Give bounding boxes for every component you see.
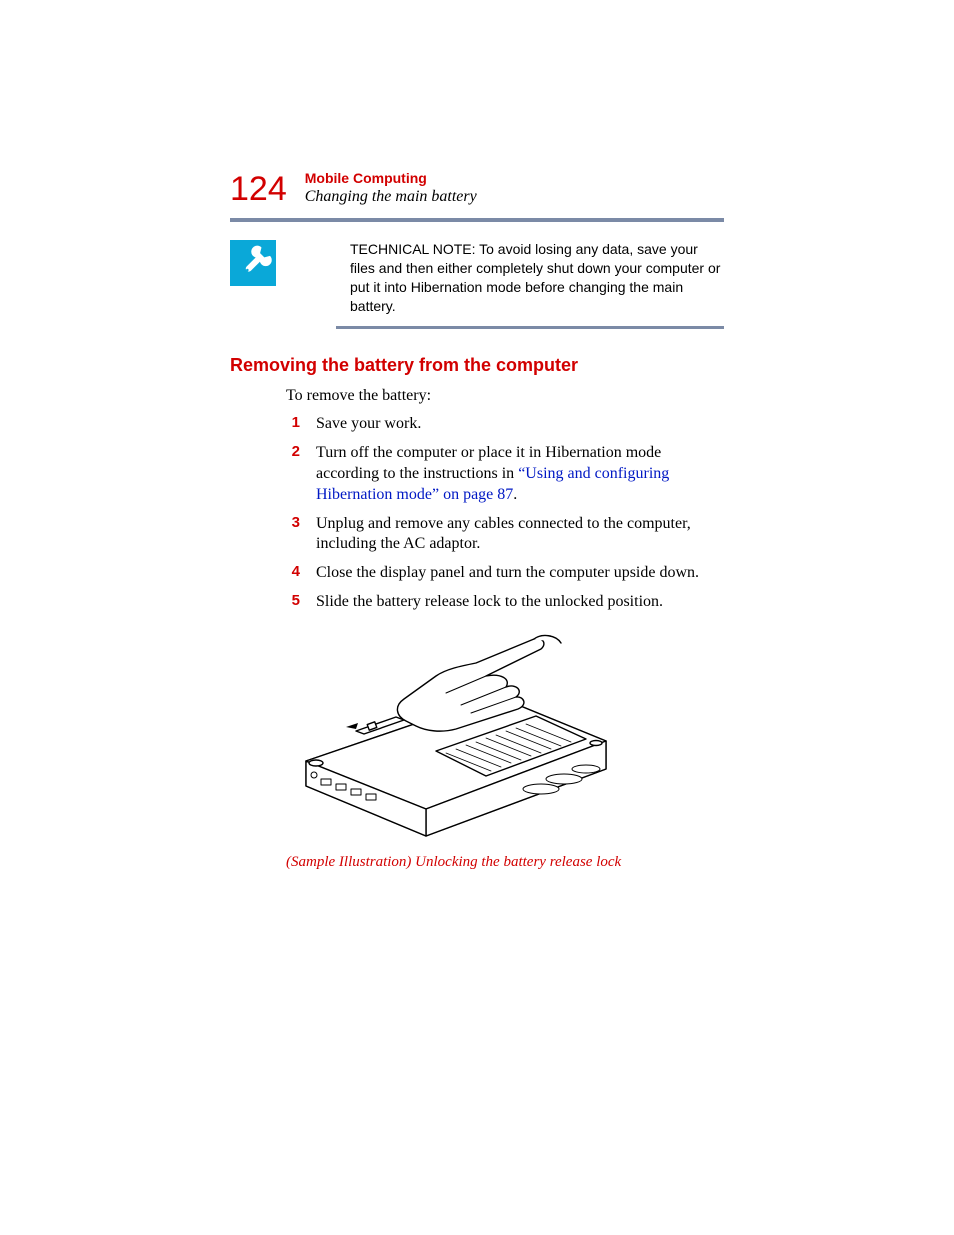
page-header: 124 Mobile Computing Changing the main b… [230,170,724,206]
step-number: 3 [286,514,300,531]
step-text: Close the display panel and turn the com… [316,563,724,584]
document-page: 124 Mobile Computing Changing the main b… [0,0,954,1235]
note-text-wrap: TECHNICAL NOTE: To avoid losing any data… [290,240,724,316]
step-item: 1 Save your work. [286,414,724,435]
step-item: 3 Unplug and remove any cables connected… [286,514,724,556]
intro-text: To remove the battery: [286,386,724,407]
step-text-after: . [513,486,517,503]
note-rule [336,326,724,329]
step-item: 2 Turn off the computer or place it in H… [286,443,724,505]
step-item: 4 Close the display panel and turn the c… [286,563,724,584]
header-rule [230,218,724,222]
step-text: Unplug and remove any cables connected t… [316,514,724,556]
illustration-caption: (Sample Illustration) Unlocking the batt… [286,854,724,871]
step-text: Turn off the computer or place it in Hib… [316,443,724,505]
note-rule-container [230,326,724,329]
step-number: 1 [286,414,300,431]
technical-note: TECHNICAL NOTE: To avoid losing any data… [230,240,724,316]
section-subtitle: Changing the main battery [305,188,477,206]
step-item: 5 Slide the battery release lock to the … [286,592,724,613]
steps-list: 1 Save your work. 2 Turn off the compute… [286,414,724,612]
header-titles: Mobile Computing Changing the main batte… [305,170,477,206]
step-number: 2 [286,443,300,460]
step-number: 4 [286,563,300,580]
battery-unlock-illustration [286,621,626,841]
step-text: Slide the battery release lock to the un… [316,592,724,613]
step-number: 5 [286,592,300,609]
section-body: To remove the battery: 1 Save your work.… [230,386,724,613]
illustration-block: (Sample Illustration) Unlocking the batt… [230,621,724,871]
section-heading: Removing the battery from the computer [230,355,724,376]
chapter-title: Mobile Computing [305,170,477,186]
technical-note-text: TECHNICAL NOTE: To avoid losing any data… [350,240,724,316]
page-number: 124 [230,172,287,206]
step-text: Save your work. [316,414,724,435]
wrench-icon [230,240,276,291]
